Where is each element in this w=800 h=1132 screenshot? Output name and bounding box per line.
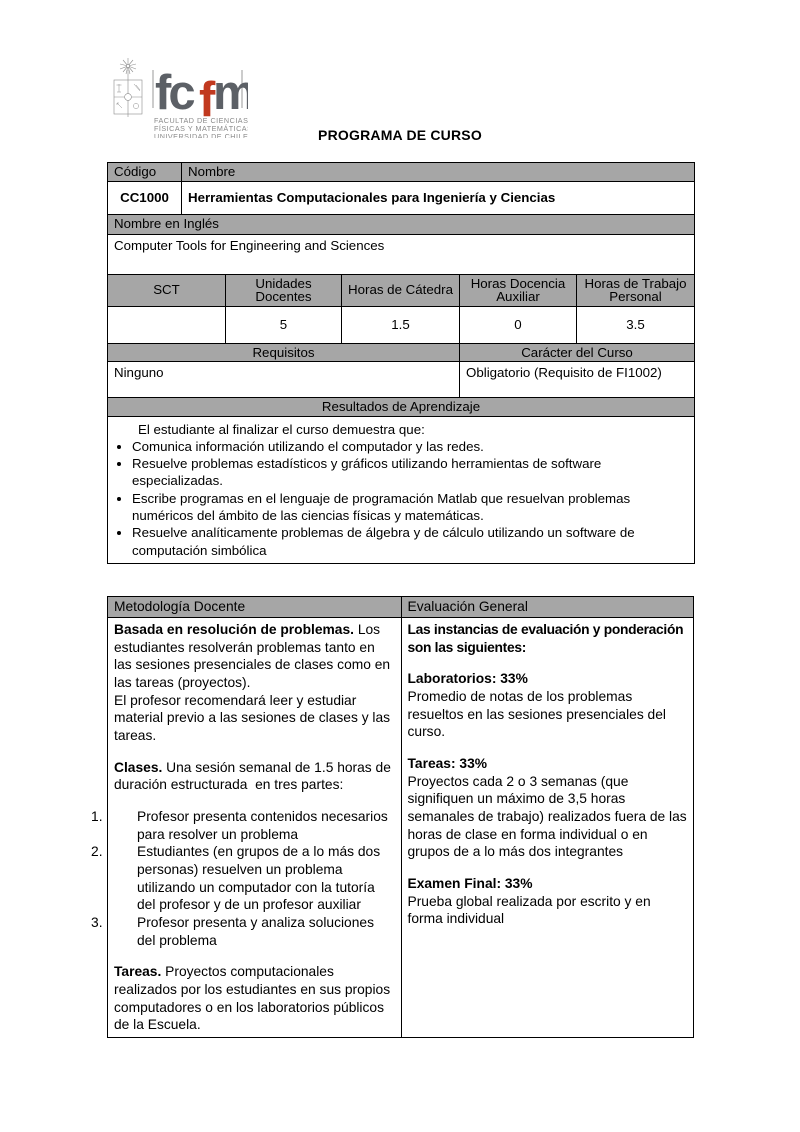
svg-text:fc: fc — [155, 66, 194, 120]
svg-text:m: m — [213, 66, 248, 120]
